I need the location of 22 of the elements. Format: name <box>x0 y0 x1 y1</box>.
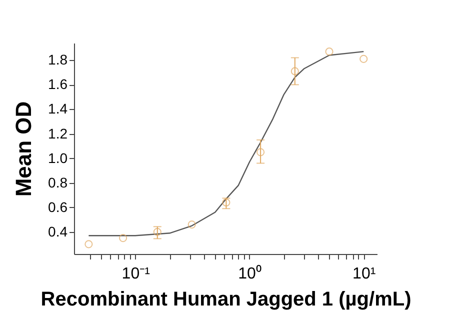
point <box>325 48 334 56</box>
y-tick-label: 1.0 <box>48 150 68 166</box>
x-tick-label: 10⁻¹ <box>122 266 150 282</box>
point <box>256 148 265 156</box>
point <box>119 234 128 242</box>
y-tick-label: 1.4 <box>48 100 68 117</box>
y-tick-label: 0.4 <box>48 223 68 240</box>
point <box>153 228 162 236</box>
point <box>290 67 299 76</box>
y-tick-label: 0.6 <box>48 198 68 215</box>
y-tick-label: 1.6 <box>48 76 68 92</box>
point <box>360 54 368 63</box>
x-tick-label: 10¹ <box>352 266 376 282</box>
y-tick-label: 1.2 <box>48 125 68 142</box>
x-tick-label: 10⁰ <box>238 264 262 282</box>
point <box>84 240 93 248</box>
point <box>222 198 230 207</box>
y-tick-label: 1.8 <box>48 52 68 68</box>
y-axis-title: Mean OD <box>11 101 36 197</box>
y-tick-label: 0.8 <box>48 174 68 190</box>
point <box>188 220 196 229</box>
x-axis-title: Recombinant Human Jagged 1 (µg/mL) <box>40 288 412 310</box>
